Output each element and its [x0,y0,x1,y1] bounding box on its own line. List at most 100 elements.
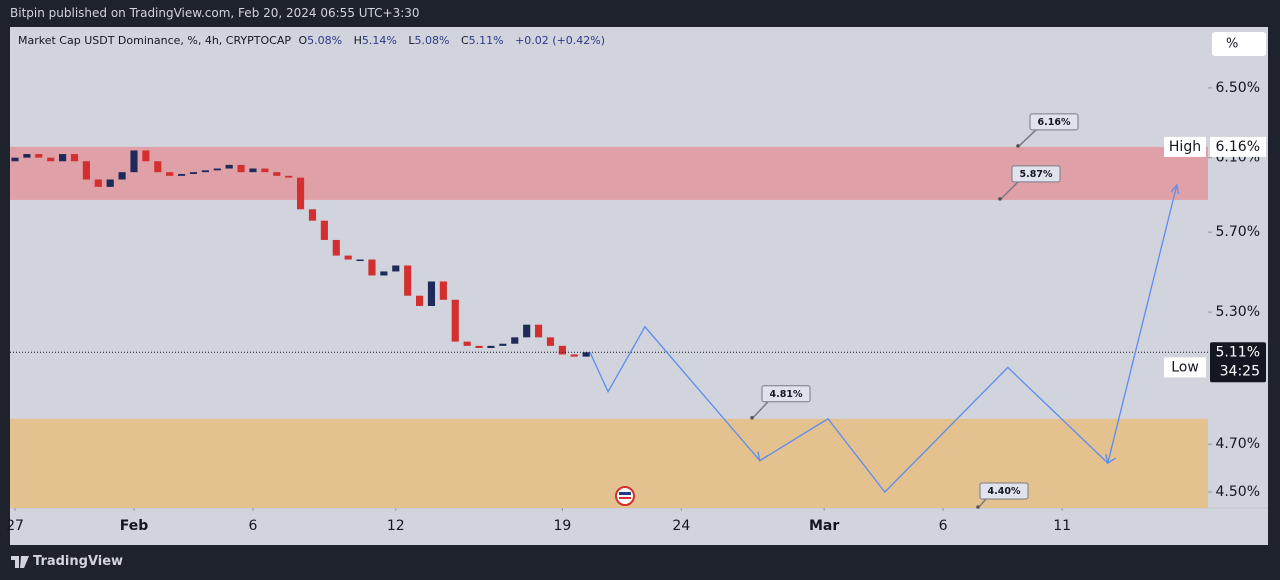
candle [475,345,483,348]
annotation-dot [976,505,980,509]
candle [166,172,174,176]
candle [380,271,388,276]
candle [130,150,138,173]
ohlc: O5.08% [299,34,347,47]
price-badge-label: 6.16% [1216,139,1260,155]
candle [570,354,578,357]
annotation-label: 4.40% [988,486,1021,497]
annotation-label: 4.81% [770,389,803,400]
annotation-dot [998,197,1002,201]
candle [273,172,281,176]
brand: TradingView [33,554,124,569]
candle [332,239,340,256]
candle [368,259,376,276]
candle [261,168,269,173]
candle [237,164,245,173]
annotation-dot [750,415,754,420]
zone [10,418,1208,508]
candle [285,175,293,178]
annotation-box [761,385,811,403]
event-icon[interactable] [615,486,635,506]
annotation: 5.87% [998,165,1061,201]
annotation-pointer [999,181,1019,201]
candle [35,154,43,158]
candle [225,164,233,169]
countdown: 34:25 [1220,363,1260,379]
candle [451,299,459,342]
candle [82,161,90,180]
candle [523,324,531,338]
price-name: High [1169,139,1201,155]
candle [511,337,519,344]
candle [106,179,114,187]
change: +0.02 (+0.42%) [515,34,606,47]
candle [463,341,471,346]
annotation: 4.81% [750,385,811,420]
price-badge [1210,136,1266,157]
x-tick-label: 6 [249,518,258,534]
candle [392,265,400,272]
annotation-box [979,482,1029,500]
unit-label: % [1226,37,1238,52]
price-name: Low [1171,359,1199,375]
candle [23,154,31,158]
candle [297,177,305,210]
logo [11,556,29,568]
candle [94,179,102,187]
candle [70,154,79,162]
candle [118,172,126,180]
ohlc-label: C [460,34,469,47]
ohlc-value: 5.11% [468,34,504,47]
last-price-label: 5.11% [1216,344,1260,360]
x-tick-label: 6 [939,518,948,534]
projection-line [589,184,1178,493]
y-tick-label: 4.50% [1216,484,1260,500]
candle [249,168,257,173]
candle [534,324,543,338]
candle [59,154,67,162]
price-name-box [1164,136,1206,157]
event-icon-flag [619,497,631,499]
y-tick-label: 5.70% [1216,224,1260,240]
ohlc: H5.14% [354,34,401,47]
annotation-label: 6.16% [1038,117,1071,128]
x-tick-label: Mar [809,518,839,534]
last-price-badge [1210,342,1266,383]
unit-box [1212,32,1266,56]
y-tick-label: 6.50% [1216,80,1260,96]
y-tick-label: 5.30% [1216,304,1260,320]
candle [487,345,495,348]
x-tick-label: 24 [672,518,690,534]
x-tick-label: 12 [387,518,405,534]
candle [189,172,198,174]
candle [154,161,162,173]
candle [558,345,566,355]
annotation-dot [1016,144,1020,148]
ohlc-label: H [353,34,362,47]
candle [178,173,186,176]
candle [404,265,412,296]
x-tick-label: 27 [6,518,24,534]
projection-arrow [1170,183,1180,194]
annotation-label: 5.87% [1020,169,1053,180]
candle [356,259,364,262]
ohlc: L5.08% [408,34,453,47]
candle [427,281,436,306]
price-name-box [1164,357,1206,378]
ohlc: C5.11% [461,34,508,47]
candle [11,157,19,162]
annotation-box [1011,165,1061,183]
x-tick-label: 11 [1053,518,1071,534]
ohlc-value: 5.08% [307,34,343,47]
x-tick-label: Feb [120,518,149,534]
candle [142,150,150,162]
candle [47,157,55,162]
candle [582,352,590,357]
candle [201,170,209,173]
annotation: 4.40% [976,482,1029,509]
event-icon-flag [619,492,631,495]
x-tick-label: 19 [553,518,571,534]
axes: 6.50%6.10%5.70%5.30%4.70%4.50%27 Feb 6 12 19… [6,32,1266,534]
